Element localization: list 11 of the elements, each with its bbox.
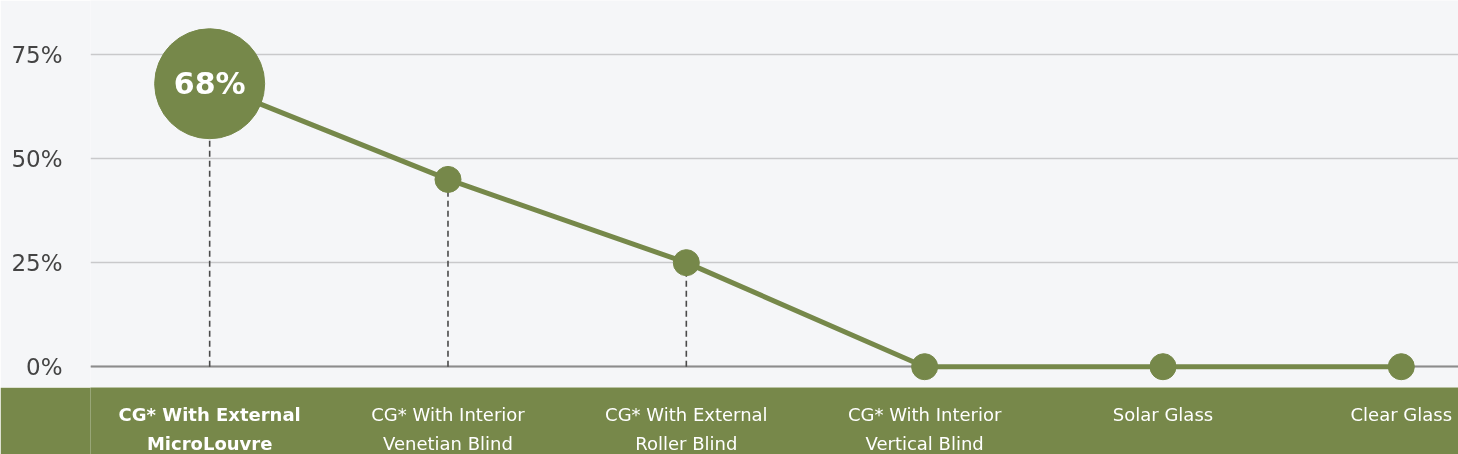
x-tick-label: CG* With External Roller Blind (605, 403, 768, 454)
y-tick-label: 0% (26, 353, 63, 380)
x-tick-label: Solar Glass (1112, 403, 1214, 425)
data-label: 68% (173, 66, 246, 102)
y-tick-label: 50% (11, 145, 63, 172)
y-tick-label: 75% (11, 41, 63, 68)
x-tick-label: CG* With Interior Vertical Blind (847, 403, 1002, 454)
x-tick-label: CG* With External MicroLouvre (118, 403, 301, 454)
y-tick-label: 25% (11, 249, 63, 276)
x-tick-label: CG* With Interior Venetian Blind (371, 403, 526, 454)
x-tick-label: Clear Glass (1350, 403, 1453, 425)
